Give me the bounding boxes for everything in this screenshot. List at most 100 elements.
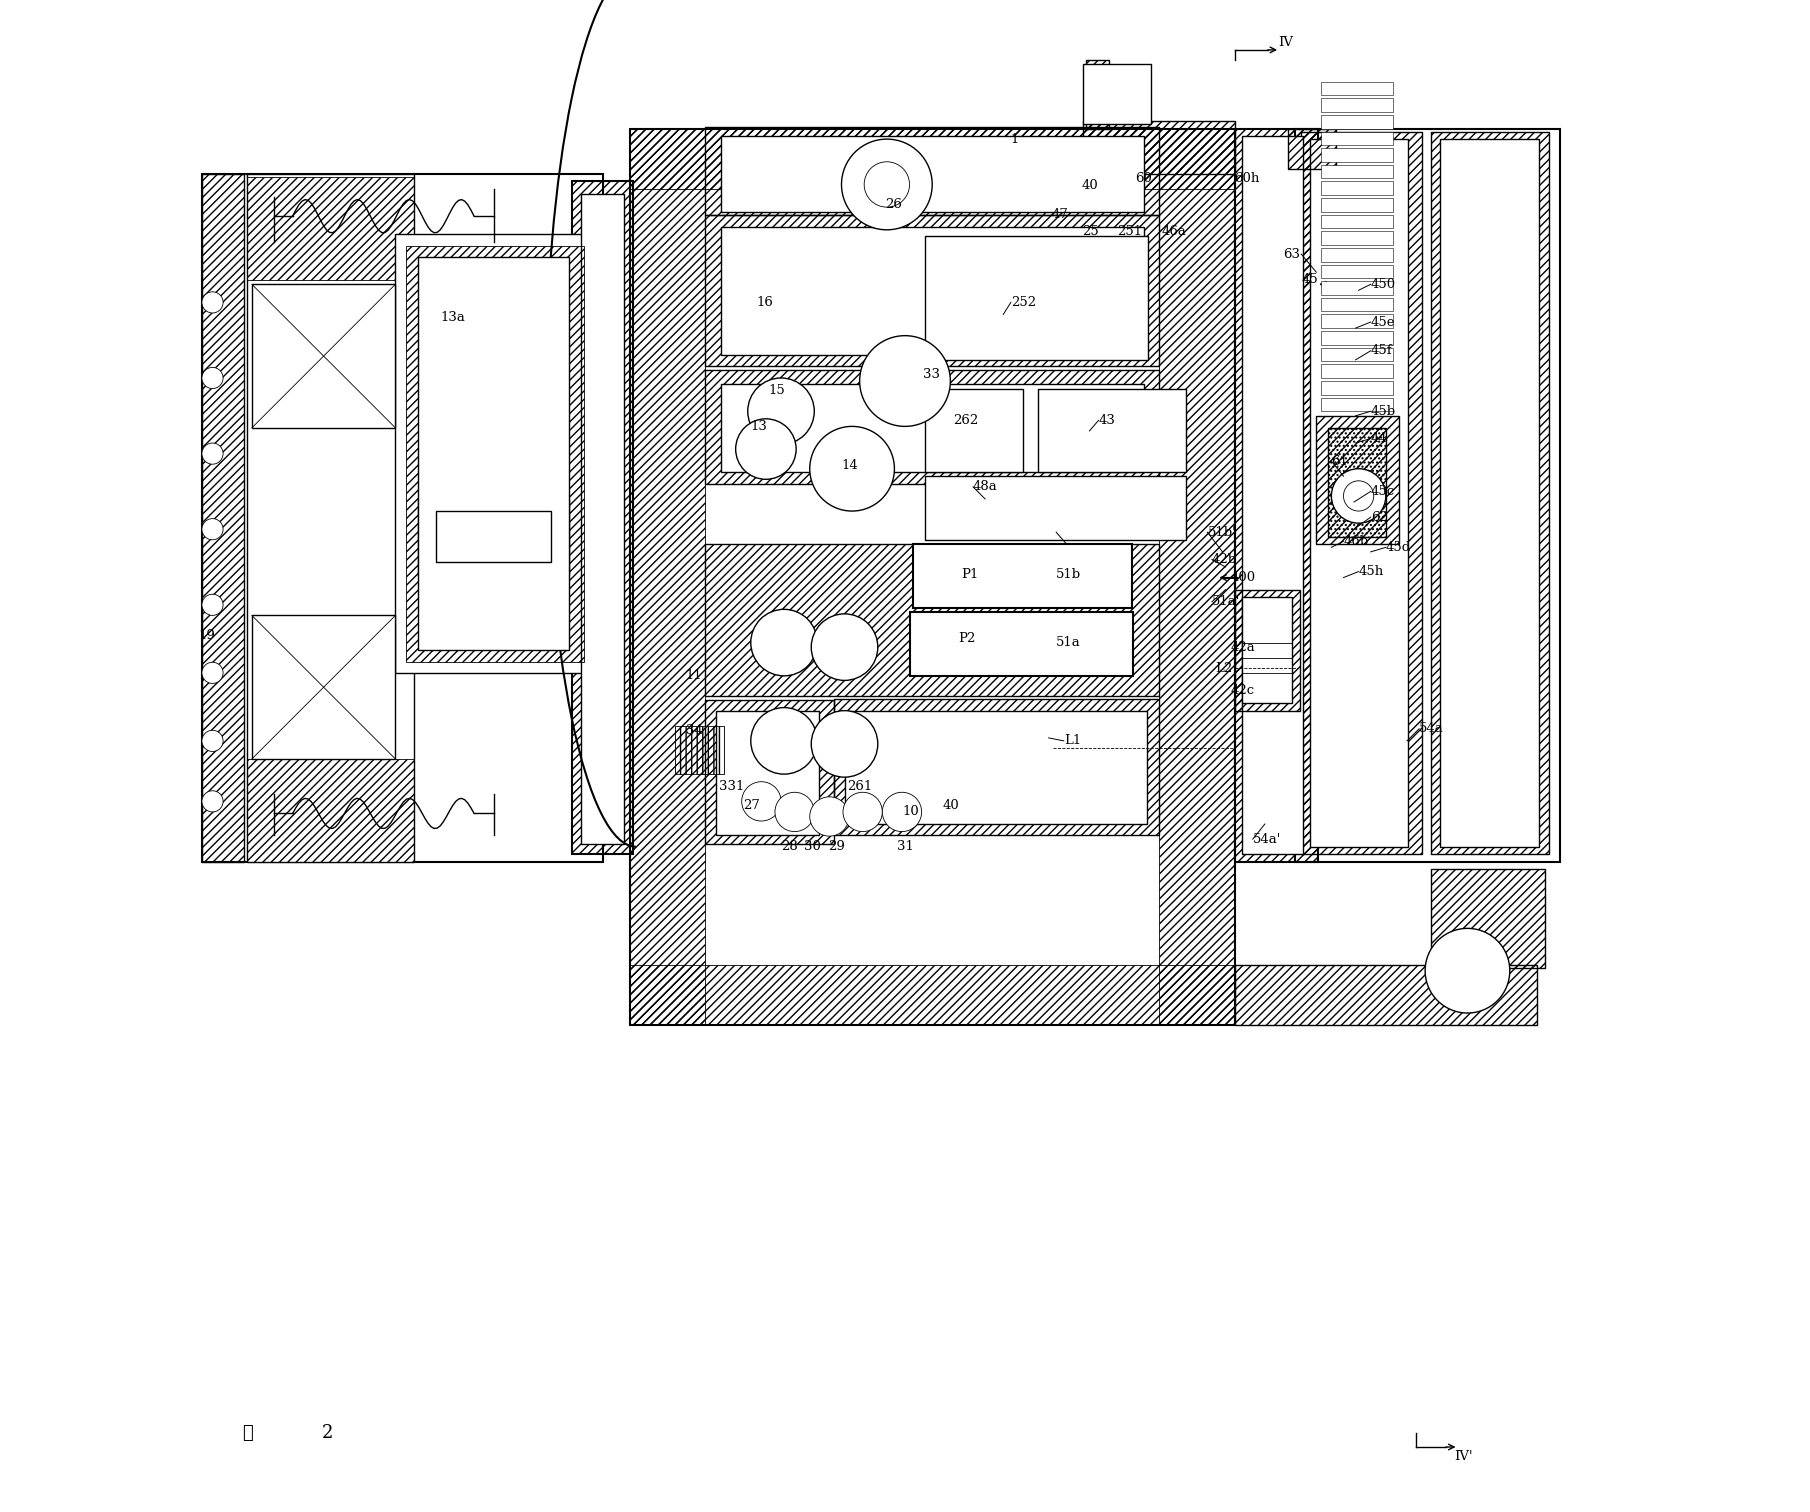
Circle shape xyxy=(203,662,223,683)
Bar xyxy=(1321,198,1394,212)
Bar xyxy=(1321,148,1394,162)
Text: 1: 1 xyxy=(1010,133,1019,145)
Bar xyxy=(1321,165,1394,178)
Text: 40: 40 xyxy=(1082,180,1099,192)
Bar xyxy=(1321,398,1394,411)
Bar xyxy=(925,476,1186,540)
Text: 45e: 45e xyxy=(1370,316,1396,328)
Text: 450: 450 xyxy=(1370,278,1396,290)
Bar xyxy=(1234,590,1300,711)
Text: 48a: 48a xyxy=(974,481,997,493)
Bar xyxy=(720,136,1144,212)
Text: L1: L1 xyxy=(1064,735,1081,747)
Bar xyxy=(1086,60,1110,129)
Text: 45h: 45h xyxy=(1359,565,1385,578)
Circle shape xyxy=(1424,928,1510,1013)
Bar xyxy=(405,246,585,662)
Circle shape xyxy=(809,797,849,836)
Bar xyxy=(1039,389,1186,472)
Circle shape xyxy=(203,443,223,464)
Text: 27: 27 xyxy=(744,800,760,812)
Bar xyxy=(706,700,834,844)
Text: 14: 14 xyxy=(842,460,858,472)
Bar xyxy=(1084,121,1234,174)
Bar xyxy=(572,181,634,854)
Bar xyxy=(1321,348,1394,361)
Circle shape xyxy=(203,791,223,812)
Bar xyxy=(1321,298,1394,311)
Bar xyxy=(1242,597,1292,703)
Bar xyxy=(1329,428,1386,537)
Bar xyxy=(248,174,414,862)
Text: 42a: 42a xyxy=(1231,641,1254,653)
Circle shape xyxy=(742,782,782,821)
Circle shape xyxy=(203,519,223,540)
Text: 31: 31 xyxy=(898,841,914,853)
Bar xyxy=(630,129,1234,189)
Text: 16: 16 xyxy=(757,296,773,308)
Text: 25: 25 xyxy=(1082,225,1099,237)
Bar xyxy=(1234,965,1537,1025)
Bar xyxy=(912,544,1131,608)
Bar xyxy=(436,511,552,562)
Bar xyxy=(1321,132,1394,145)
Text: IV: IV xyxy=(1278,36,1294,48)
Bar xyxy=(1321,248,1394,262)
Text: 44: 44 xyxy=(1370,432,1388,445)
Text: 11: 11 xyxy=(686,670,702,682)
Circle shape xyxy=(881,792,921,832)
Bar xyxy=(1321,314,1394,328)
Text: 331: 331 xyxy=(719,780,744,792)
Text: 54a: 54a xyxy=(1419,723,1444,735)
Bar xyxy=(1316,416,1399,544)
Bar xyxy=(1242,136,1303,854)
Text: 51a: 51a xyxy=(1057,637,1081,649)
Text: 33: 33 xyxy=(923,369,939,381)
Text: 30: 30 xyxy=(804,841,820,853)
Bar xyxy=(1321,265,1394,278)
Text: 42c: 42c xyxy=(1231,685,1254,697)
Text: 19: 19 xyxy=(199,629,215,641)
Bar xyxy=(1321,181,1394,195)
Bar xyxy=(252,615,395,759)
Circle shape xyxy=(775,792,814,832)
Text: 42b: 42b xyxy=(1213,553,1236,565)
Text: 45d: 45d xyxy=(1386,541,1412,553)
Text: 251: 251 xyxy=(1117,225,1142,237)
Text: 252: 252 xyxy=(1010,296,1035,308)
Bar xyxy=(418,499,570,575)
Circle shape xyxy=(735,419,796,479)
Text: 40: 40 xyxy=(943,800,959,812)
Text: 46b: 46b xyxy=(1343,535,1368,547)
Circle shape xyxy=(203,367,223,389)
Text: 60h: 60h xyxy=(1234,172,1260,184)
Circle shape xyxy=(860,336,950,426)
Text: 51b: 51b xyxy=(1057,569,1081,581)
Circle shape xyxy=(1332,469,1386,523)
Bar xyxy=(1234,129,1318,862)
Text: 26: 26 xyxy=(885,198,901,210)
Text: 34: 34 xyxy=(686,724,702,736)
Text: L2: L2 xyxy=(1215,662,1233,674)
Circle shape xyxy=(203,594,223,615)
Text: 47: 47 xyxy=(1052,209,1068,221)
Bar xyxy=(925,236,1148,360)
Circle shape xyxy=(842,139,932,230)
Bar xyxy=(675,726,724,774)
Text: 10: 10 xyxy=(901,806,919,818)
Text: 61: 61 xyxy=(1332,455,1348,467)
Circle shape xyxy=(809,426,894,511)
Bar xyxy=(1287,129,1336,169)
Circle shape xyxy=(751,708,818,774)
Circle shape xyxy=(811,711,878,777)
Text: 13a: 13a xyxy=(442,311,465,324)
Text: P1: P1 xyxy=(961,569,979,581)
Bar xyxy=(1432,869,1544,968)
Bar xyxy=(1321,98,1394,112)
Bar xyxy=(203,174,244,862)
Bar xyxy=(706,544,1158,696)
Bar xyxy=(1321,331,1394,345)
Text: 2: 2 xyxy=(322,1424,333,1442)
Bar xyxy=(1301,132,1423,854)
Bar xyxy=(925,389,1023,472)
